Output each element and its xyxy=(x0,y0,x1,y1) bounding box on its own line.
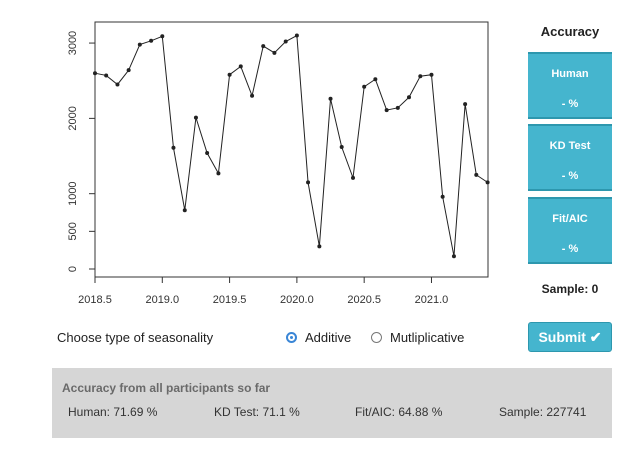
x-tick-label: 2019.0 xyxy=(145,294,179,306)
data-point xyxy=(294,33,299,38)
multiplicative-radio-indicator[interactable] xyxy=(371,332,382,343)
human-value: - % xyxy=(561,98,579,110)
overall-sample: Sample: 227741 xyxy=(499,405,587,419)
overall-accuracy-panel: Accuracy from all participants so far Hu… xyxy=(52,368,612,438)
data-point xyxy=(238,64,243,69)
x-tick-label: 2019.5 xyxy=(213,294,247,306)
x-tick-label: 2018.5 xyxy=(78,294,112,306)
data-point xyxy=(205,151,210,156)
series-line xyxy=(94,34,488,257)
kd-test-value: - % xyxy=(561,170,579,182)
data-point xyxy=(283,39,288,44)
data-point xyxy=(272,50,277,55)
data-point xyxy=(306,180,311,185)
data-point xyxy=(182,208,187,213)
y-tick-label: 3000 xyxy=(67,31,79,55)
kd-test-label: KD Test xyxy=(549,140,591,152)
y-tick-label: 1000 xyxy=(67,181,79,205)
data-point xyxy=(261,44,266,49)
data-point xyxy=(193,115,198,120)
human-label: Human xyxy=(551,68,589,80)
data-point xyxy=(149,38,154,43)
x-tick-label: 2020.0 xyxy=(280,294,314,306)
additive-label: Additive xyxy=(305,330,352,345)
data-point xyxy=(104,73,109,78)
x-tick-label: 2021.0 xyxy=(415,294,449,306)
data-point xyxy=(485,180,490,185)
data-point xyxy=(474,172,479,177)
multiplicative-radio[interactable]: Mutliplicative xyxy=(371,330,464,345)
data-point xyxy=(429,72,434,77)
data-point xyxy=(463,102,468,107)
data-point xyxy=(384,108,389,113)
data-point xyxy=(227,72,232,77)
multiplicative-label: Mutliplicative xyxy=(390,330,465,345)
plot-frame xyxy=(94,21,489,278)
data-point xyxy=(328,96,333,101)
data-point xyxy=(317,244,322,249)
overall-fit-aic: Fit/AIC: 64.88 % xyxy=(355,405,443,419)
data-point xyxy=(373,77,378,82)
data-point xyxy=(418,74,423,79)
submit-button[interactable]: Submit ✔ xyxy=(528,322,612,352)
data-point xyxy=(406,95,411,100)
data-point xyxy=(351,175,356,180)
additive-radio-indicator[interactable] xyxy=(286,332,297,343)
overall-kd-test: KD Test: 71.1 % xyxy=(214,405,300,419)
data-point xyxy=(93,71,97,76)
seasonality-prompt: Choose type of seasonality xyxy=(57,330,214,345)
accuracy-title: Accuracy xyxy=(540,24,600,39)
y-axis: 0 500 1000 2000 3000 xyxy=(67,31,95,272)
data-point xyxy=(216,171,221,176)
x-axis: 2018.5 2019.0 2019.5 2020.0 2020.5 2021.0 xyxy=(78,277,448,306)
y-tick-label: 2000 xyxy=(67,106,79,130)
fit-aic-value: - % xyxy=(561,243,579,255)
overall-human: Human: 71.69 % xyxy=(68,405,158,419)
fit-aic-metric-card: Fit/AIC - % xyxy=(528,197,612,264)
data-point xyxy=(440,194,445,199)
additive-radio[interactable]: Additive xyxy=(286,330,351,345)
data-point xyxy=(451,254,456,259)
overall-accuracy-heading: Accuracy from all participants so far xyxy=(62,381,271,395)
time-series-chart: 0 500 1000 2000 3000 2018.5 2019.0 2019.5 2020.… xyxy=(67,21,490,306)
human-metric-card: Human - % xyxy=(528,52,612,119)
series-points xyxy=(93,33,490,259)
y-tick-label: 0 xyxy=(67,266,79,272)
data-point xyxy=(160,34,165,39)
data-point xyxy=(339,144,344,149)
data-point xyxy=(115,82,120,87)
data-point xyxy=(362,84,367,89)
data-point xyxy=(137,42,142,47)
y-tick-label: 500 xyxy=(67,222,79,240)
data-point xyxy=(250,93,255,98)
kd-test-metric-card: KD Test - % xyxy=(528,124,612,191)
sample-count: Sample: 0 xyxy=(541,282,599,296)
data-point xyxy=(171,145,176,150)
data-point xyxy=(395,105,400,110)
x-tick-label: 2020.5 xyxy=(347,294,381,306)
fit-aic-label: Fit/AIC xyxy=(552,213,588,225)
data-point xyxy=(126,68,131,73)
